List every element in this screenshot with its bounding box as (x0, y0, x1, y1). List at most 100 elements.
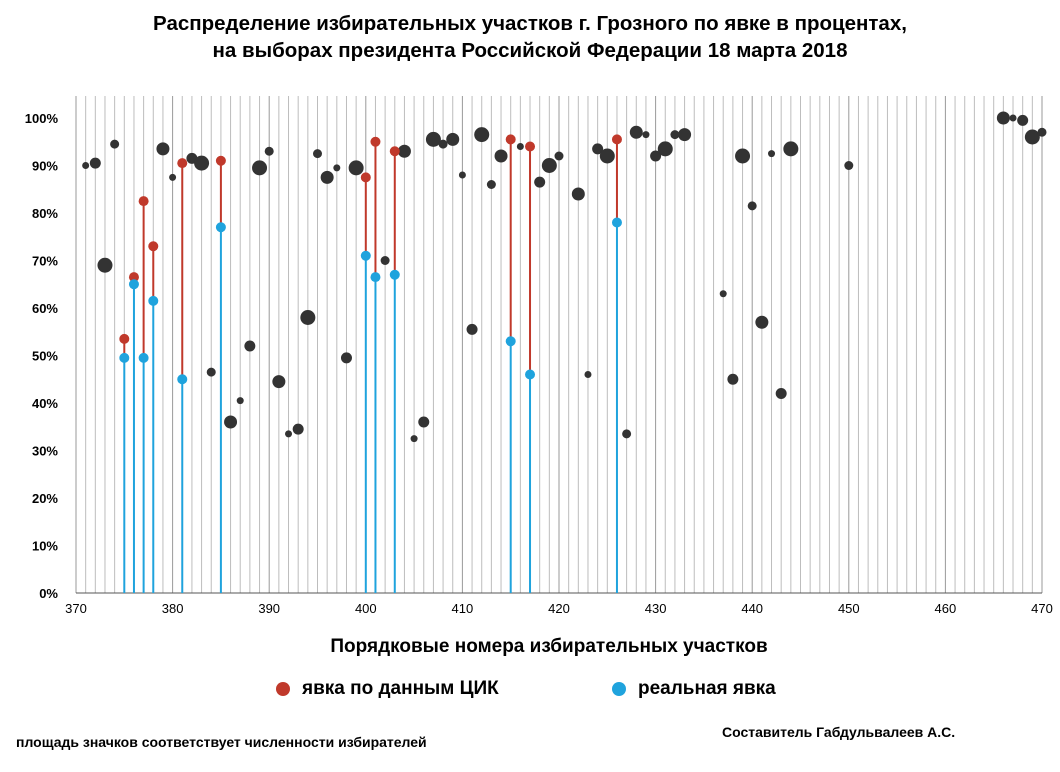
real-turnout-point (611, 217, 622, 228)
y-tick-label: 30% (32, 444, 58, 459)
polling-station-point (996, 111, 1010, 125)
polling-station-point (1024, 129, 1040, 145)
legend-label-real: реальная явка (638, 678, 776, 699)
real-turnout-point (215, 222, 226, 233)
polling-station-point (719, 290, 727, 298)
polling-station-point (156, 142, 170, 156)
x-tick-label: 440 (741, 601, 763, 616)
y-tick-label: 60% (32, 301, 58, 316)
polling-station-point (1009, 114, 1017, 122)
legend-marker-real (612, 682, 626, 696)
x-tick-label: 430 (645, 601, 667, 616)
x-tick-label: 410 (452, 601, 474, 616)
x-axis-label: Порядковые номера избирательных участков (330, 636, 768, 657)
real-turnout-point (119, 352, 130, 363)
polling-station-point (313, 149, 322, 159)
polling-station-point (571, 187, 585, 201)
cik-turnout-point (128, 272, 139, 283)
x-tick-label: 370 (65, 601, 87, 616)
real-turnout-point (505, 336, 516, 347)
polling-station-point (629, 125, 643, 139)
polling-station-point (272, 375, 286, 389)
polling-station-point (735, 148, 751, 164)
real-turnout-point (177, 374, 188, 385)
polling-station-point (320, 170, 334, 184)
polling-station-point (727, 373, 739, 385)
polling-station-point (410, 435, 418, 443)
polling-station-point (650, 150, 662, 162)
x-tick-label: 460 (935, 601, 957, 616)
polling-station-point (425, 131, 441, 147)
chart-title-line1: Распределение избирательных участков г. … (153, 12, 907, 35)
polling-station-point (466, 323, 478, 335)
x-tick-label: 380 (162, 601, 184, 616)
polling-station-point (678, 128, 692, 142)
polling-station-point (292, 423, 304, 435)
real-turnout-point (389, 269, 400, 280)
legend-item-real: реальная явка (612, 678, 776, 700)
x-tick-label: 390 (258, 601, 280, 616)
cik-turnout-point (389, 146, 400, 157)
polling-station-point (775, 388, 787, 399)
polling-station-point (236, 397, 244, 405)
polling-station-point (474, 127, 490, 143)
y-tick-label: 20% (32, 491, 58, 506)
y-tick-label: 80% (32, 206, 58, 221)
polling-station-point (110, 139, 120, 149)
author-credit: Составитель Габдульвалеев А.С. (722, 724, 956, 740)
cik-turnout-point (525, 141, 536, 152)
cik-turnout-point (505, 134, 516, 145)
polling-station-point (397, 144, 411, 158)
polling-station-point (285, 430, 293, 438)
cik-turnout-point (611, 134, 622, 145)
y-tick-label: 10% (32, 539, 58, 554)
polling-station-point (584, 371, 592, 378)
polling-station-point (458, 171, 466, 179)
legend-marker-cik (276, 682, 290, 696)
y-tick-label: 100% (25, 111, 59, 126)
polling-station-point (446, 132, 460, 146)
legend-label-cik: явка по данным ЦИК (302, 678, 499, 699)
x-tick-label: 420 (548, 601, 570, 616)
polling-station-point (642, 131, 650, 139)
polling-station-point (534, 176, 546, 188)
polling-station-point (541, 158, 557, 173)
y-axis-ticks: 0% 10% 20% 30% 40% 50% 60% 70% 80% 90% 100% (25, 111, 59, 601)
y-tick-label: 50% (32, 349, 58, 364)
x-axis-ticks: 370 380 390 400 410 420 430 440 450 460 470 (65, 601, 1053, 616)
polling-station-point (783, 141, 799, 157)
polling-station-point (516, 143, 524, 150)
polling-station-point (438, 139, 448, 149)
real-turnout-point (360, 250, 371, 261)
cik-turnout-point (360, 172, 371, 183)
polling-station-point (333, 164, 341, 172)
polling-station-point (82, 162, 90, 169)
polling-station-point (494, 149, 508, 163)
polling-station-point (418, 416, 430, 428)
cik-turnout-point (138, 196, 149, 207)
cik-turnout-point (119, 333, 130, 344)
real-turnout-point (525, 369, 536, 380)
x-tick-label: 400 (355, 601, 377, 616)
polling-station-point (89, 157, 101, 169)
polling-station-point (224, 415, 238, 429)
polling-station-point (657, 141, 673, 157)
turnout-gap-stems (123, 139, 618, 593)
polling-station-point (252, 160, 268, 176)
polling-station-point (844, 161, 854, 170)
polling-station-point (244, 340, 256, 352)
polling-station-point (1037, 127, 1047, 137)
polling-station-point (670, 130, 680, 140)
polling-station-point (97, 257, 113, 273)
y-tick-label: 70% (32, 254, 58, 269)
polling-station-point (599, 148, 615, 164)
polling-station-point (169, 173, 177, 181)
x-tick-label: 450 (838, 601, 860, 616)
polling-station-point (340, 352, 352, 364)
cik-turnout-point (370, 136, 381, 147)
polling-station-point (348, 160, 364, 176)
y-tick-label: 0% (39, 586, 58, 601)
polling-station-point (755, 315, 769, 329)
polling-station-point (554, 151, 564, 161)
